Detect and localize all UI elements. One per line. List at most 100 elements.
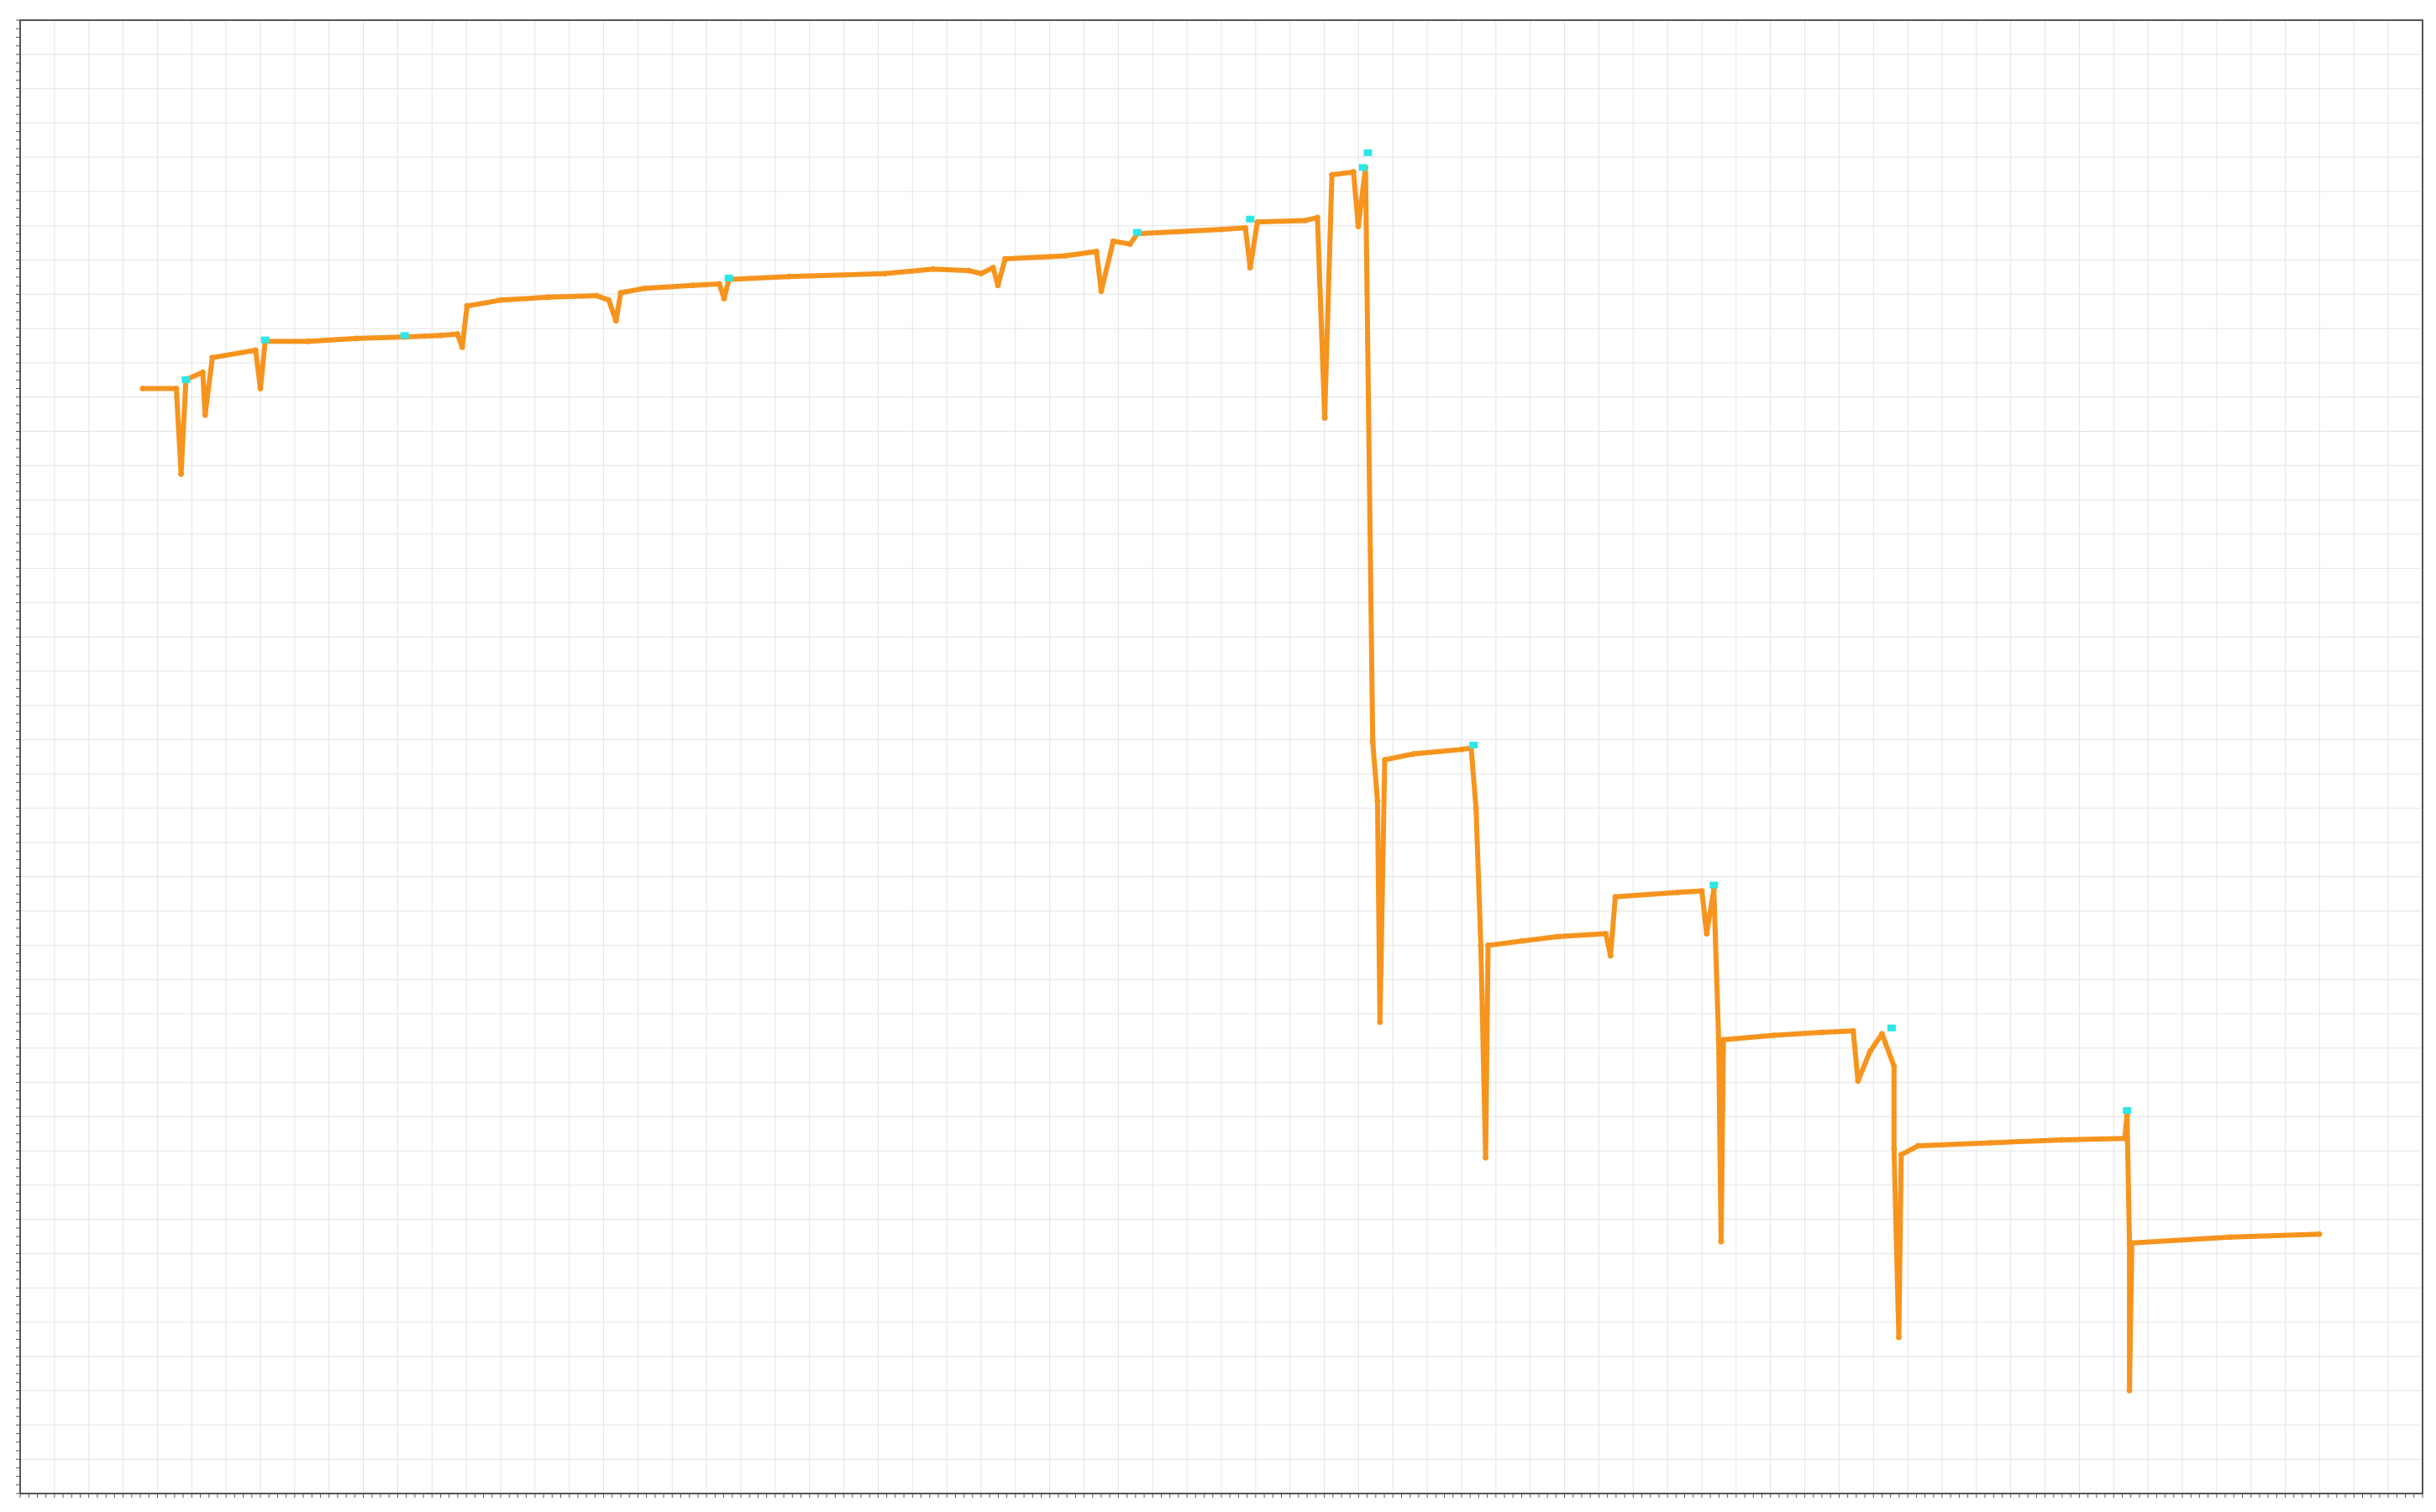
data-point xyxy=(2121,1135,2128,1142)
highlight-point xyxy=(1246,215,1255,223)
data-point xyxy=(1242,224,1249,231)
data-point xyxy=(209,354,216,361)
series-group xyxy=(139,164,2323,1394)
highlight-point xyxy=(1887,1024,1896,1032)
data-point xyxy=(1891,1063,1898,1069)
data-point xyxy=(2059,1137,2066,1143)
data-point xyxy=(459,344,465,350)
data-point xyxy=(1473,805,1479,811)
data-point xyxy=(978,270,984,277)
data-point xyxy=(1329,171,1336,178)
data-point xyxy=(1355,223,1362,230)
highlight-point xyxy=(2123,1106,2132,1114)
data-point xyxy=(785,273,792,280)
data-point xyxy=(545,294,552,301)
data-point xyxy=(139,386,146,391)
data-point xyxy=(1381,757,1388,764)
data-point xyxy=(1458,746,1465,753)
data-point xyxy=(606,297,612,303)
plot-frame xyxy=(19,19,2423,1494)
data-point xyxy=(1674,889,1681,895)
data-point xyxy=(2316,1231,2323,1237)
data-point xyxy=(1879,1031,1885,1037)
data-point xyxy=(2129,1240,2135,1247)
series-line xyxy=(139,165,2322,1394)
grid-lines xyxy=(20,20,2423,1494)
data-point xyxy=(438,332,444,339)
data-point xyxy=(1410,750,1417,757)
highlight-point xyxy=(400,332,409,339)
data-point xyxy=(1866,1048,1873,1055)
data-point xyxy=(1898,1152,1904,1158)
data-point xyxy=(882,270,889,277)
data-point xyxy=(173,386,180,391)
data-point xyxy=(995,282,1001,289)
data-point xyxy=(690,282,696,289)
data-point xyxy=(593,292,600,299)
data-point xyxy=(464,302,470,309)
data-point xyxy=(1314,214,1320,221)
data-point xyxy=(612,318,619,324)
data-point xyxy=(2227,1234,2234,1241)
data-point xyxy=(1478,942,1484,949)
data-point xyxy=(1612,894,1619,900)
data-point xyxy=(1603,930,1609,937)
data-point xyxy=(1519,937,1525,944)
data-point xyxy=(1321,415,1328,422)
highlight-point xyxy=(1709,881,1719,889)
data-point xyxy=(2126,1387,2133,1394)
data-point xyxy=(1098,288,1105,295)
data-point xyxy=(1720,1037,1727,1043)
data-point xyxy=(1715,1037,1722,1043)
data-point xyxy=(1110,238,1116,244)
highlight-point xyxy=(181,375,191,383)
highlight-point xyxy=(1358,164,1368,171)
data-point xyxy=(1819,1029,1825,1036)
axis-ticks xyxy=(16,19,2423,1498)
data-point xyxy=(1987,1140,1993,1147)
highlight-point xyxy=(1469,741,1478,748)
data-point xyxy=(1126,241,1133,248)
data-point xyxy=(1914,1142,1921,1149)
data-point xyxy=(202,412,208,418)
data-point xyxy=(1554,933,1561,940)
data-point xyxy=(497,297,504,303)
data-point xyxy=(1254,218,1261,225)
data-point xyxy=(1350,169,1357,176)
highlight-point xyxy=(724,274,733,281)
data-point xyxy=(252,347,259,354)
data-point xyxy=(1374,798,1381,805)
data-point xyxy=(199,369,206,375)
data-point xyxy=(1855,1078,1861,1084)
highlight-markers xyxy=(181,149,2132,1114)
data-point xyxy=(721,296,727,302)
data-point xyxy=(1704,930,1710,937)
data-point xyxy=(305,338,312,344)
data-point xyxy=(1302,218,1309,224)
data-point xyxy=(1002,255,1009,262)
data-point xyxy=(454,331,461,338)
highlight-point xyxy=(260,336,270,344)
data-point xyxy=(1771,1032,1777,1039)
data-point xyxy=(1698,888,1705,895)
data-point xyxy=(1367,547,1373,554)
data-point xyxy=(1369,738,1376,745)
data-point xyxy=(1896,1334,1903,1341)
data-point xyxy=(930,265,937,272)
data-point xyxy=(990,265,996,271)
data-point xyxy=(1483,1154,1489,1161)
data-point xyxy=(1484,942,1491,949)
data-point xyxy=(1247,265,1253,271)
data-point xyxy=(1891,1146,1898,1152)
data-point xyxy=(1377,1019,1383,1026)
data-point xyxy=(1850,1027,1856,1034)
data-point xyxy=(1218,226,1225,233)
data-point xyxy=(716,281,722,287)
data-point xyxy=(966,267,973,274)
data-point xyxy=(1062,253,1068,260)
data-point xyxy=(642,285,648,291)
data-point xyxy=(1607,953,1614,959)
data-point xyxy=(617,289,624,296)
